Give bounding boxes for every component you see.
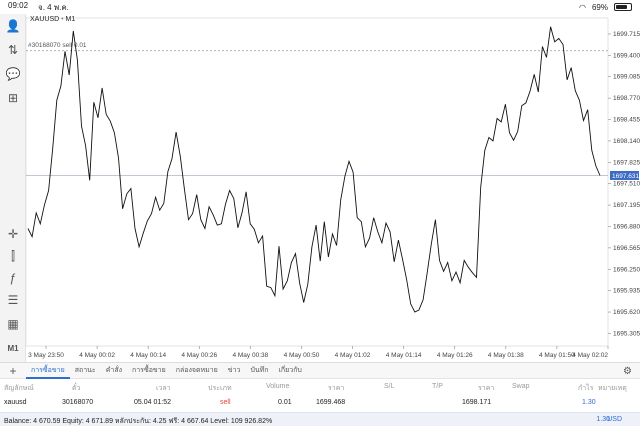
y-axis: 1699.715 1699.400 1699.085 1698.770 1698.455…: [608, 31, 640, 337]
y-tick-label: 1697.825: [613, 159, 640, 166]
y-tick-label: 1696.565: [613, 245, 640, 252]
table-row[interactable]: xauusd 30168070 05.04 01:52 sell 0.01 16…: [0, 396, 640, 412]
col-ticket: ตั๋ว: [72, 385, 81, 392]
y-tick-label: 1695.935: [613, 288, 640, 295]
tab-history[interactable]: การซื้อขาย: [132, 367, 166, 374]
y-tick-label: 1697.510: [613, 181, 640, 188]
table-header: สัญลักษณ์ ตั๋ว เวลา ประเภท Volume ราคา S…: [0, 380, 640, 394]
trade-icon[interactable]: ⇅: [7, 43, 19, 57]
col-price: ราคา: [328, 385, 345, 392]
y-tick-label: 1699.715: [613, 31, 640, 38]
account-summary: Balance: 4 670.59 Equity: 4 671.89 หลักป…: [0, 412, 640, 426]
terminal-tabbar: + การซื้อขาย สถานะ คำสั่ง การซื้อขาย กล่…: [0, 362, 640, 379]
y-tick-label: 1698.140: [613, 138, 640, 145]
row-volume: 0.01: [278, 399, 292, 406]
y-tick-label: 1696.250: [613, 266, 640, 273]
col-comment: หมายเหตุ: [598, 385, 627, 392]
price-series-line: [27, 26, 601, 313]
objects-icon[interactable]: ☰: [7, 293, 19, 307]
chat-icon[interactable]: 💬: [5, 67, 21, 81]
row-time: 05.04 01:52: [134, 399, 171, 406]
tab-positions[interactable]: สถานะ: [74, 367, 96, 374]
y-tick-label: 1698.770: [613, 95, 640, 102]
wifi-icon: ◠: [579, 2, 586, 12]
plot-frame: [26, 17, 609, 347]
indicator-icon[interactable]: ⫿: [11, 248, 15, 263]
col-profit: กำไร: [578, 385, 594, 392]
row-open-price: 1699.468: [316, 399, 346, 406]
crosshair-icon[interactable]: ✛: [7, 227, 19, 241]
currency-label: USD: [607, 416, 622, 423]
settings-icon[interactable]: ⚙: [623, 366, 632, 377]
x-tick-label: 4 May 01:26: [437, 352, 473, 359]
tab-journal[interactable]: บันทึก: [250, 367, 269, 374]
account-icon[interactable]: 👤: [5, 19, 21, 33]
tab-about[interactable]: เกี่ยวกับ: [278, 367, 302, 374]
col-sl: S/L: [384, 383, 395, 390]
col-symbol: สัญลักษณ์: [4, 385, 34, 392]
x-tick-label: 4 May 00:26: [181, 352, 217, 359]
device-status-bar: 09:02 จ. 4 พ.ค. ◠ 69%: [0, 0, 640, 14]
col-swap: Swap: [512, 383, 530, 390]
battery-percent: 69%: [591, 2, 608, 12]
price-chart[interactable]: 1699.715 1699.400 1699.085 1698.770 1698.455…: [26, 14, 640, 362]
y-tick-label: 1695.305: [613, 330, 640, 337]
order-label: #30168070 sell 0.01: [28, 42, 87, 49]
balance-summary: Balance: 4 670.59 Equity: 4 671.89 หลักป…: [4, 418, 273, 425]
x-tick-label: 3 May 23:50: [28, 352, 64, 359]
chart-title: XAUUSD • M1: [30, 16, 75, 23]
current-price-label: 1697.631: [612, 173, 639, 180]
chart-grid: [26, 17, 609, 347]
row-ticket: 30168070: [62, 399, 94, 406]
timeframe-icon[interactable]: M1: [7, 343, 19, 353]
chart-toolbar: 👤 ⇅ 💬 ⊞ ✛ ⫿ ƒ ☰ ▦ M1: [0, 14, 26, 362]
function-icon[interactable]: ƒ: [9, 271, 17, 285]
symbol-label: XAUUSD: [30, 16, 60, 23]
col-current-price: ราคา: [478, 385, 495, 392]
row-current-price: 1698.171: [462, 399, 492, 406]
total-profit: 1.30: [596, 416, 610, 423]
x-axis: 3 May 23:50 4 May 00:02 4 May 00:14 4 May 0…: [28, 346, 608, 359]
y-tick-label: 1696.880: [613, 223, 640, 230]
separator-dot: •: [61, 16, 64, 23]
row-type: sell: [220, 399, 231, 406]
status-date: จ. 4 พ.ค.: [38, 2, 69, 12]
x-tick-label: 4 May 00:50: [284, 352, 320, 359]
current-price-tag: [610, 170, 639, 180]
status-time: 09:02: [8, 0, 29, 10]
x-tick-label: 4 May 00:02: [79, 352, 115, 359]
x-tick-label: 4 May 01:50: [539, 352, 575, 359]
add-order-button[interactable]: +: [9, 363, 17, 378]
y-tick-label: 1698.455: [613, 117, 640, 124]
x-tick-label: 4 May 00:14: [130, 352, 166, 359]
tab-news[interactable]: ข่าว: [227, 367, 241, 374]
add-chart-icon[interactable]: ⊞: [7, 91, 19, 105]
col-time: เวลา: [156, 385, 171, 392]
tab-trade[interactable]: การซื้อขาย: [26, 362, 70, 379]
tab-orders[interactable]: คำสั่ง: [105, 367, 123, 374]
battery-icon: [614, 3, 632, 11]
y-tick-label: 1699.400: [613, 52, 640, 59]
x-tick-label: 4 May 01:02: [335, 352, 371, 359]
y-tick-label: 1695.620: [613, 309, 640, 316]
tab-mailbox[interactable]: กล่องจดหมาย: [175, 367, 218, 374]
x-tick-label: 4 May 02:02: [572, 352, 608, 359]
col-type: ประเภท: [208, 385, 232, 392]
timeframe-label: M1: [65, 16, 76, 23]
row-symbol: xauusd: [4, 399, 27, 406]
chart-svg: 1699.715 1699.400 1699.085 1698.770 1698.455…: [26, 17, 640, 359]
templates-icon[interactable]: ▦: [7, 317, 19, 331]
row-profit: 1.30: [582, 399, 596, 406]
y-tick-label: 1697.195: [613, 202, 640, 209]
x-tick-label: 4 May 01:38: [488, 352, 524, 359]
x-tick-label: 4 May 01:14: [386, 352, 422, 359]
y-tick-label: 1699.085: [613, 74, 640, 81]
col-volume: Volume: [266, 383, 290, 390]
col-tp: T/P: [432, 383, 443, 390]
x-tick-label: 4 May 00:38: [232, 352, 268, 359]
